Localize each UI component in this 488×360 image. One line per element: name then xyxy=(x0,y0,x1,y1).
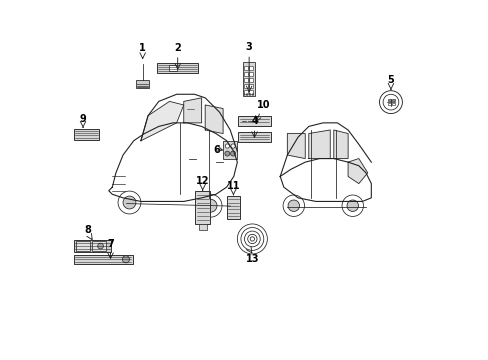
Text: 9: 9 xyxy=(80,113,86,123)
Bar xyxy=(244,90,247,94)
Text: 2: 2 xyxy=(174,43,181,53)
Circle shape xyxy=(225,144,229,148)
Bar xyxy=(244,66,247,70)
Text: 13: 13 xyxy=(245,254,259,264)
Circle shape xyxy=(203,199,217,212)
Polygon shape xyxy=(347,158,367,184)
Polygon shape xyxy=(183,98,201,123)
Text: 6: 6 xyxy=(213,145,220,155)
Bar xyxy=(157,63,198,73)
Circle shape xyxy=(230,144,235,148)
Bar xyxy=(248,66,252,70)
Text: 3: 3 xyxy=(245,42,252,53)
Circle shape xyxy=(199,194,222,217)
Bar xyxy=(198,224,206,230)
Bar xyxy=(244,78,247,82)
Circle shape xyxy=(98,243,103,249)
Bar xyxy=(387,99,390,101)
Circle shape xyxy=(122,256,129,263)
Circle shape xyxy=(118,191,141,214)
Bar xyxy=(226,196,240,219)
Text: 11: 11 xyxy=(226,181,240,191)
Circle shape xyxy=(230,151,235,156)
Text: 5: 5 xyxy=(387,75,393,85)
Circle shape xyxy=(283,195,304,216)
Bar xyxy=(195,192,210,224)
Bar xyxy=(387,103,390,105)
Bar xyxy=(391,103,394,105)
Bar xyxy=(244,84,247,88)
Text: 8: 8 xyxy=(84,225,91,235)
Polygon shape xyxy=(308,130,329,158)
Circle shape xyxy=(346,200,358,211)
Text: 7: 7 xyxy=(107,239,114,249)
Bar xyxy=(248,72,252,76)
Bar xyxy=(244,72,247,76)
Bar xyxy=(136,80,149,88)
Polygon shape xyxy=(205,105,223,134)
Circle shape xyxy=(224,151,229,156)
Bar xyxy=(248,78,252,82)
Bar xyxy=(223,141,237,159)
Bar xyxy=(248,84,252,88)
Circle shape xyxy=(382,94,398,110)
Circle shape xyxy=(287,200,299,211)
Bar xyxy=(238,116,270,126)
Bar xyxy=(91,242,106,251)
Bar xyxy=(168,65,176,71)
Bar xyxy=(391,99,394,101)
Bar xyxy=(74,240,111,252)
Polygon shape xyxy=(141,102,183,141)
Text: 10: 10 xyxy=(257,100,270,111)
Bar xyxy=(74,129,99,140)
Text: 4: 4 xyxy=(251,116,257,126)
Text: 1: 1 xyxy=(139,43,146,53)
Bar xyxy=(238,132,270,142)
Polygon shape xyxy=(333,130,347,158)
Bar xyxy=(243,62,254,96)
Bar xyxy=(248,90,252,94)
Polygon shape xyxy=(287,134,305,158)
Circle shape xyxy=(379,91,402,113)
Circle shape xyxy=(123,196,136,209)
Text: 12: 12 xyxy=(196,176,209,186)
Bar xyxy=(76,242,90,251)
Circle shape xyxy=(341,195,363,216)
Bar xyxy=(74,255,132,264)
